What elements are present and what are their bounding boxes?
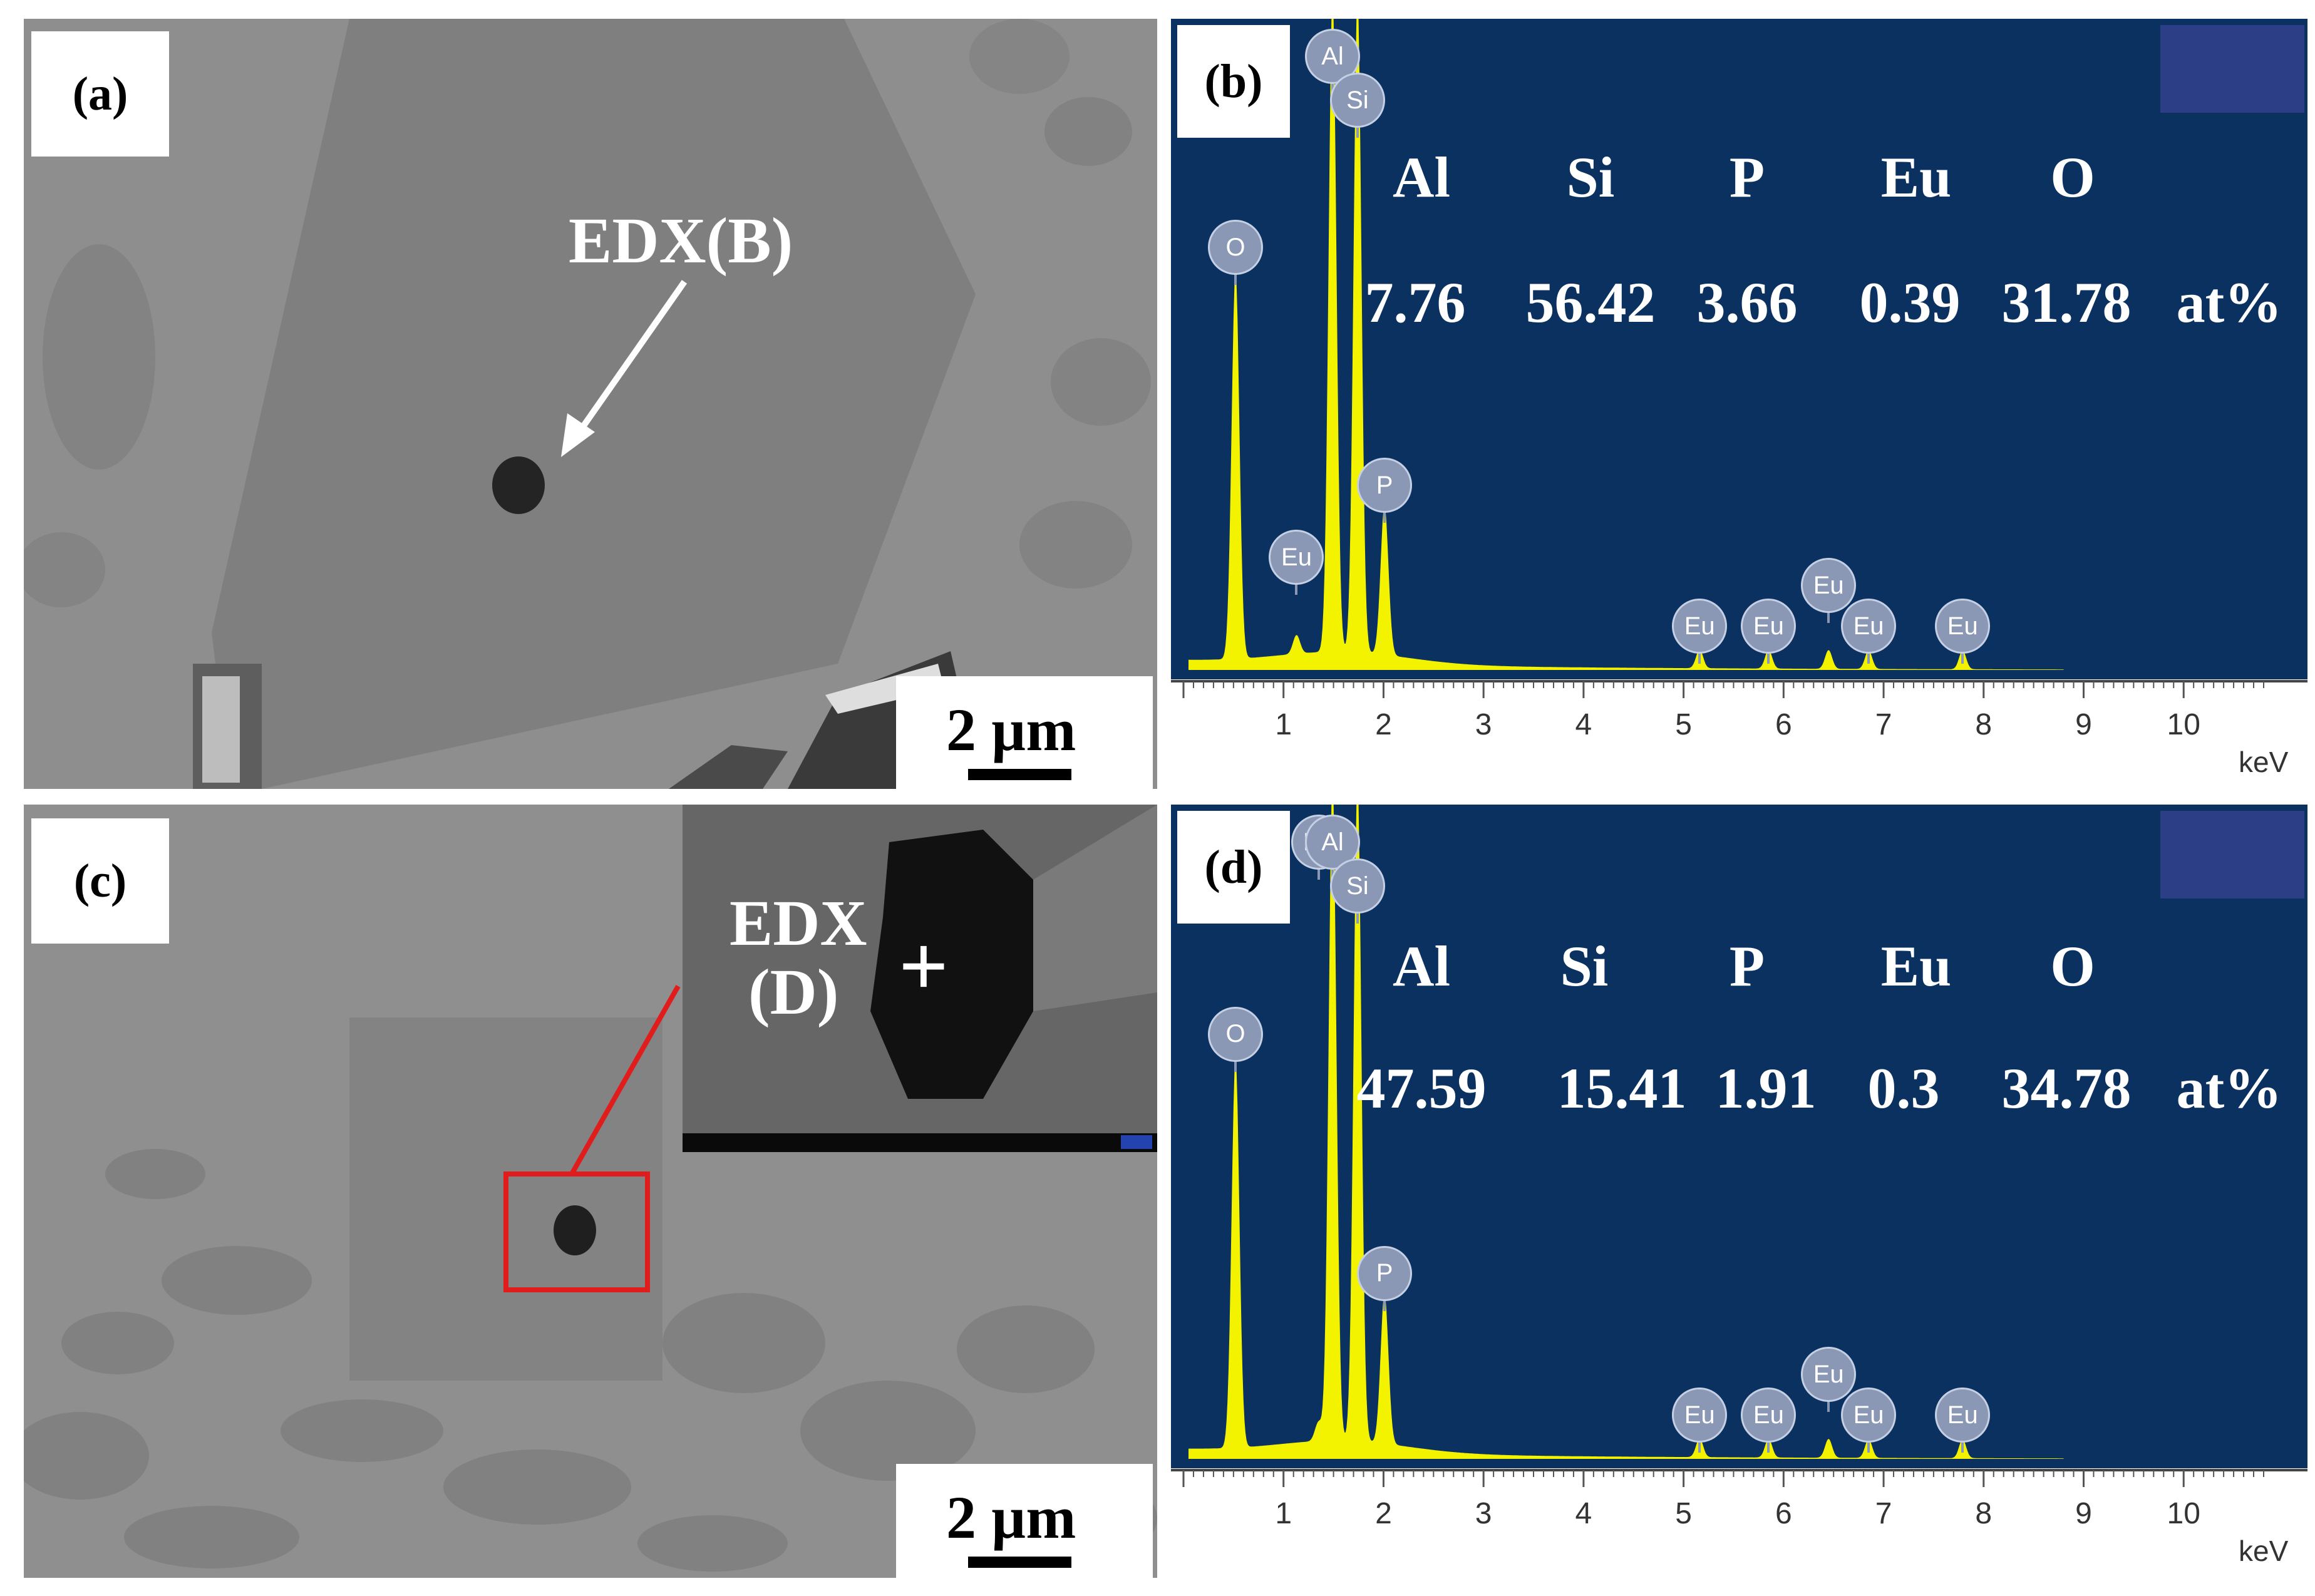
element-header-b-si: Si [1566, 145, 1615, 209]
x-tick-label: 2 [1375, 1497, 1392, 1530]
element-header-d-eu: Eu [1880, 934, 1952, 998]
plus-icon: + [899, 918, 949, 1015]
x-tick-label: 8 [1975, 1497, 1993, 1530]
x-tick-label: 4 [1575, 708, 1592, 741]
x-tick-label: 2 [1375, 708, 1392, 741]
edx-pointer-label-b: EDX(B) [569, 205, 793, 277]
value-b-si: 56.42 [1525, 270, 1656, 334]
x-tick-label: 3 [1475, 708, 1492, 741]
x-tick-label: 7 [1875, 1497, 1892, 1530]
element-header-d-o: O [2050, 934, 2095, 998]
peak-tag-eu: Eu [1672, 1387, 1728, 1443]
panel-label-b: (b) [1177, 25, 1290, 138]
peak-tag-eu: Eu [1672, 599, 1728, 654]
value-b-p: 3.66 [1696, 270, 1798, 334]
x-axis-strip [1171, 1468, 2307, 1578]
zoom-inset: EDX (D) + [683, 805, 1157, 1152]
peak-tag-o: O [1208, 1006, 1264, 1062]
value-b-o: 31.78 [2001, 270, 2132, 334]
peak-tag-si: Si [1329, 73, 1385, 128]
zoom-region-box [503, 1171, 650, 1292]
scale-bar-line-c [968, 1557, 1071, 1568]
x-tick-label: 9 [2075, 708, 2092, 741]
peak-tag-o: O [1208, 220, 1264, 275]
x-tick-label: 3 [1475, 1497, 1492, 1530]
spectrum-plot-b [1171, 19, 2307, 789]
unit-d: at% [2176, 1056, 2282, 1120]
x-tick-label: 10 [2167, 708, 2200, 741]
x-tick-label: 7 [1875, 708, 1892, 741]
sem-image-c: (c) EDX (D) + 2 µm [24, 805, 1157, 1578]
spectrum-plot-d [1171, 805, 2307, 1578]
arrow-icon [561, 280, 688, 457]
value-d-al: 47.59 [1356, 1056, 1487, 1120]
crystal-facet [212, 19, 976, 789]
edx-spectrum-d: (d) Al Si P Eu O 47.59 15.41 1.91 0.3 34… [1171, 805, 2307, 1578]
edx-spot-b [492, 456, 545, 514]
value-d-si: 15.41 [1557, 1056, 1687, 1120]
scale-bar-c: 2 µm [896, 1464, 1153, 1578]
peak-tag-p: P [1357, 1245, 1413, 1301]
value-d-eu: 0.3 [1867, 1056, 1940, 1120]
peak-tag-p: P [1357, 458, 1413, 513]
x-tick-label: 8 [1975, 708, 1993, 741]
x-tick-label: 4 [1575, 1497, 1592, 1530]
inset-edx-label-line2: (D) [748, 956, 839, 1028]
spectrum-series-b [1188, 19, 2064, 670]
x-tick-label: 10 [2167, 1497, 2200, 1530]
element-header-b-eu: Eu [1880, 145, 1952, 209]
peak-tag-eu: Eu [1841, 599, 1897, 654]
peak-tag-si: Si [1329, 858, 1385, 914]
value-d-p: 1.91 [1715, 1056, 1817, 1120]
element-header-d-p: P [1729, 934, 1765, 998]
peak-tag-eu: Eu [1841, 1387, 1897, 1443]
x-tick-label: 5 [1675, 708, 1692, 741]
panel-label-d: (d) [1177, 811, 1290, 924]
sem-texture-a [24, 19, 1157, 789]
element-header-b-al: Al [1393, 145, 1450, 209]
x-tick-label: 6 [1775, 708, 1792, 741]
x-unit-label: keV [2239, 1535, 2289, 1567]
edx-spectrum-b: (b) Al Si P Eu O 7.76 56.42 3.66 0.39 31… [1171, 19, 2307, 789]
x-axis-strip [1171, 679, 2307, 789]
scale-bar-label-c: 2 µm [946, 1484, 1076, 1551]
element-header-d-si: Si [1560, 934, 1609, 998]
x-unit-label: keV [2239, 746, 2289, 778]
value-b-al: 7.76 [1364, 270, 1466, 334]
inset-texture [683, 805, 1157, 1152]
value-d-o: 34.78 [2001, 1056, 2132, 1120]
corner-swatch-b [2160, 25, 2304, 113]
spectrum-series-d [1188, 805, 2064, 1459]
peak-tag-eu: Eu [1801, 1347, 1857, 1402]
inset-edx-label-line1: EDX [730, 887, 867, 959]
element-header-b-p: P [1729, 145, 1765, 209]
element-header-b-o: O [2050, 145, 2095, 209]
peak-tag-eu: Eu [1935, 599, 1991, 654]
unit-b: at% [2176, 270, 2282, 334]
x-tick-label: 9 [2075, 1497, 2092, 1530]
scale-bar-line-a [968, 769, 1071, 780]
panel-label-c: (c) [31, 818, 169, 944]
edx-spot-d [554, 1205, 596, 1255]
x-tick-label: 6 [1775, 1497, 1792, 1530]
x-tick-label: 1 [1275, 708, 1292, 741]
corner-swatch-d [2160, 811, 2304, 898]
peak-tag-eu: Eu [1801, 558, 1857, 613]
zoom-connector-line [569, 985, 681, 1175]
scale-bar-a: 2 µm [896, 676, 1153, 789]
element-header-d-al: Al [1393, 934, 1450, 998]
value-b-eu: 0.39 [1859, 270, 1961, 334]
x-tick-label: 1 [1275, 1497, 1292, 1530]
peak-tag-eu: Eu [1935, 1387, 1991, 1443]
sem-image-a: (a) EDX(B) 2 µm [24, 19, 1157, 789]
panel-label-a: (a) [31, 31, 169, 157]
peak-tag-eu: Eu [1741, 599, 1797, 654]
scale-bar-label-a: 2 µm [946, 696, 1076, 763]
peak-tag-eu: Eu [1269, 530, 1324, 585]
peak-tag-eu: Eu [1741, 1387, 1797, 1443]
x-tick-label: 5 [1675, 1497, 1692, 1530]
